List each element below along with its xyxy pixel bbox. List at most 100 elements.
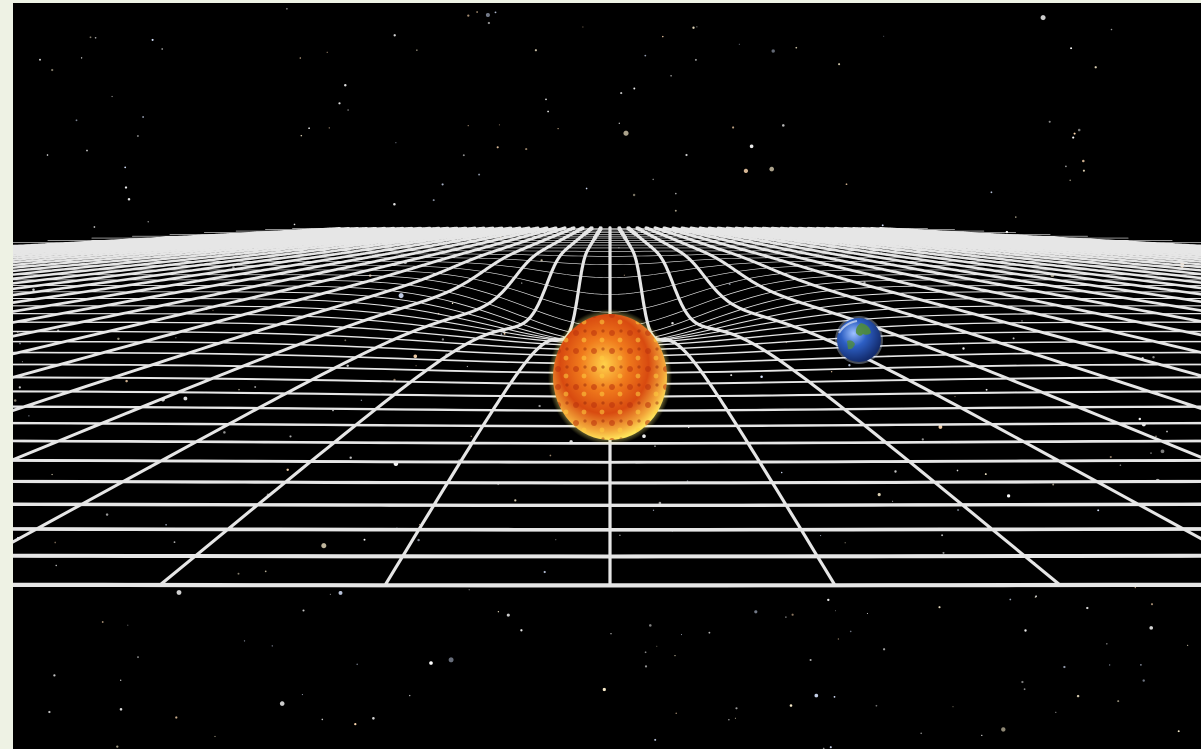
star bbox=[662, 35, 664, 38]
star bbox=[214, 735, 216, 738]
star bbox=[938, 425, 943, 429]
star bbox=[75, 119, 78, 122]
star bbox=[1065, 165, 1067, 168]
grid-line-vertical bbox=[662, 226, 1201, 378]
scene-canvas bbox=[13, 7, 1201, 749]
star bbox=[308, 127, 310, 130]
star bbox=[623, 274, 626, 276]
grid-line-vertical bbox=[13, 226, 576, 462]
earth bbox=[835, 316, 883, 364]
star bbox=[1150, 603, 1154, 606]
star bbox=[735, 707, 738, 710]
star bbox=[1052, 483, 1055, 486]
star bbox=[619, 534, 621, 536]
star bbox=[549, 454, 552, 457]
star bbox=[487, 21, 491, 25]
star bbox=[728, 283, 731, 286]
star bbox=[393, 34, 396, 37]
star bbox=[883, 35, 885, 37]
star bbox=[557, 127, 559, 130]
star bbox=[503, 332, 506, 335]
star bbox=[743, 168, 749, 174]
star bbox=[462, 154, 465, 157]
star bbox=[1021, 320, 1023, 322]
star bbox=[183, 396, 188, 401]
star bbox=[644, 665, 648, 668]
star bbox=[243, 640, 246, 642]
star bbox=[372, 717, 375, 720]
grid-line-horizontal bbox=[13, 527, 1201, 532]
star bbox=[441, 338, 445, 341]
star bbox=[782, 124, 785, 127]
star bbox=[500, 333, 503, 335]
star bbox=[602, 687, 606, 692]
star bbox=[1155, 435, 1157, 437]
star bbox=[771, 49, 775, 53]
star bbox=[838, 63, 841, 66]
star bbox=[212, 309, 214, 311]
star bbox=[962, 347, 965, 350]
star bbox=[165, 523, 167, 526]
star bbox=[984, 473, 987, 476]
grid-line-vertical bbox=[653, 226, 1201, 410]
star bbox=[344, 84, 347, 87]
grid-line-vertical bbox=[716, 226, 1201, 296]
star bbox=[785, 616, 787, 618]
star bbox=[409, 694, 411, 697]
star bbox=[363, 538, 366, 541]
star bbox=[844, 542, 846, 544]
star bbox=[632, 193, 636, 197]
star bbox=[848, 364, 851, 367]
star bbox=[1012, 337, 1015, 340]
star bbox=[875, 704, 878, 707]
star bbox=[51, 473, 53, 476]
star bbox=[652, 178, 654, 181]
grid-line-vertical bbox=[13, 226, 558, 379]
star bbox=[466, 365, 469, 368]
star bbox=[395, 142, 397, 144]
star bbox=[137, 656, 139, 659]
star bbox=[161, 48, 164, 50]
star bbox=[981, 734, 983, 737]
star bbox=[416, 49, 418, 51]
star bbox=[921, 438, 924, 441]
star bbox=[1040, 15, 1046, 21]
star bbox=[485, 12, 490, 18]
star bbox=[293, 223, 296, 226]
star bbox=[286, 468, 289, 472]
star bbox=[1186, 644, 1189, 647]
star bbox=[125, 379, 128, 383]
grid-line-vertical bbox=[13, 226, 504, 297]
star bbox=[127, 624, 129, 626]
star bbox=[1117, 700, 1120, 703]
grid-line-vertical bbox=[158, 226, 594, 587]
grid-line-vertical bbox=[13, 226, 513, 304]
star bbox=[54, 541, 57, 544]
star bbox=[985, 388, 988, 391]
star bbox=[938, 606, 941, 609]
star bbox=[39, 58, 41, 61]
star bbox=[1142, 679, 1145, 682]
star bbox=[942, 551, 945, 554]
star bbox=[920, 732, 923, 735]
star bbox=[332, 409, 334, 412]
space-scene bbox=[13, 3, 1201, 749]
star bbox=[354, 722, 357, 726]
star bbox=[730, 374, 733, 377]
star bbox=[789, 704, 793, 707]
star bbox=[124, 166, 127, 169]
star bbox=[894, 470, 897, 473]
star bbox=[506, 613, 510, 617]
star bbox=[448, 657, 454, 663]
star bbox=[618, 122, 620, 124]
star bbox=[769, 166, 775, 172]
star bbox=[101, 621, 104, 623]
star bbox=[476, 11, 478, 13]
star bbox=[105, 513, 109, 516]
star bbox=[417, 538, 420, 542]
grid-line-horizontal bbox=[13, 479, 1201, 485]
star bbox=[302, 609, 305, 612]
star bbox=[545, 98, 547, 101]
star bbox=[1110, 28, 1113, 31]
star bbox=[1055, 711, 1057, 713]
